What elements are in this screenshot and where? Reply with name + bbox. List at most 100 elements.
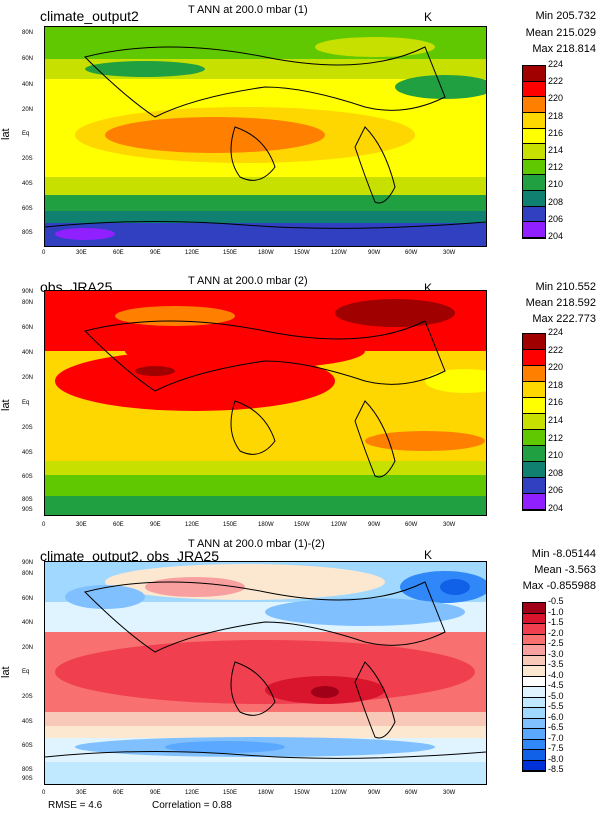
lon-tick: 180W bbox=[258, 522, 274, 528]
colorbar-label: 224 bbox=[548, 327, 564, 337]
lon-tick: 120W bbox=[331, 522, 347, 528]
colorbar-label: 214 bbox=[548, 415, 564, 425]
case-name: climate_output2, obs_JRA25 bbox=[40, 548, 219, 564]
colorbar-label: -8.0 bbox=[548, 753, 564, 764]
colorbar-swatch bbox=[523, 430, 545, 446]
colorbar-swatch bbox=[523, 462, 545, 478]
colorbar-swatch bbox=[523, 144, 545, 160]
y-axis-label: lat bbox=[0, 128, 12, 140]
temperature-difference-map bbox=[45, 562, 486, 784]
colorbar-swatch bbox=[523, 222, 545, 238]
colorbar-swatch bbox=[523, 159, 545, 176]
units-label: K bbox=[424, 281, 433, 295]
lat-tick: 80N bbox=[22, 571, 34, 577]
colorbar-label: 218 bbox=[548, 110, 564, 121]
min-label: Min 210.552 bbox=[535, 281, 596, 293]
colorbar-label: 222 bbox=[548, 76, 564, 87]
panel-observations: obs_JRA25 T ANN at 200.0 mbar (2) K Min … bbox=[0, 273, 606, 543]
colorbar-label: 204 bbox=[548, 503, 564, 513]
colorbar-swatch bbox=[523, 366, 545, 382]
colorbar-swatch bbox=[523, 676, 545, 687]
plot-title: T ANN at 200.0 mbar (1) bbox=[188, 4, 308, 16]
lon-tick: 60E bbox=[113, 250, 124, 256]
lat-tick: 90S bbox=[22, 776, 33, 782]
units-label: K bbox=[424, 10, 433, 24]
colorbar-label: -5.5 bbox=[548, 701, 564, 711]
units-label: K bbox=[424, 548, 433, 562]
min-label: Min -8.05144 bbox=[531, 548, 596, 560]
colorbar-swatch bbox=[523, 350, 545, 366]
colorbar-swatch bbox=[523, 398, 545, 414]
lat-tick: 60N bbox=[22, 56, 34, 62]
colorbar-swatch bbox=[523, 66, 545, 82]
mean-label: Mean -3.563 bbox=[534, 564, 596, 576]
colorbar-label: -4.0 bbox=[548, 669, 564, 680]
y-axis-label: lat bbox=[0, 666, 12, 678]
colorbar-swatch bbox=[523, 206, 545, 223]
lon-tick: 180W bbox=[258, 250, 274, 256]
colorbar-swatch bbox=[523, 634, 545, 645]
lat-tick: 20S bbox=[22, 425, 33, 431]
colorbar-swatch bbox=[523, 446, 545, 462]
colorbar-label: 208 bbox=[548, 196, 564, 207]
colorbar-label: 210 bbox=[548, 179, 564, 190]
map-area bbox=[44, 561, 487, 785]
y-axis-label: lat bbox=[0, 399, 12, 411]
colorbar-label: 212 bbox=[548, 162, 564, 173]
colorbar-swatch bbox=[523, 739, 545, 750]
colorbar-swatch bbox=[523, 128, 545, 145]
colorbar-swatch bbox=[523, 494, 545, 510]
lat-tick: 80N bbox=[22, 300, 34, 306]
colorbar-swatch bbox=[523, 760, 545, 771]
colorbar-swatch bbox=[523, 666, 545, 677]
colorbar-swatch bbox=[523, 613, 545, 624]
lat-tick: 40N bbox=[22, 82, 34, 88]
lon-tick: 0 bbox=[42, 790, 46, 796]
lon-tick: 60W bbox=[405, 522, 418, 528]
lon-tick: 90E bbox=[150, 790, 161, 796]
lon-tick: 150W bbox=[294, 790, 310, 796]
colorbar-label: -7.5 bbox=[548, 743, 564, 753]
case-name: climate_output2 bbox=[40, 8, 139, 24]
colorbar-label: 220 bbox=[548, 93, 564, 104]
lon-tick: 150W bbox=[294, 522, 310, 528]
colorbar-swatch bbox=[523, 750, 545, 761]
colorbar-label: -5.0 bbox=[548, 690, 564, 701]
correlation-label: Correlation = 0.88 bbox=[152, 800, 232, 811]
lon-tick: 120E bbox=[185, 250, 200, 256]
rmse-label: RMSE = 4.6 bbox=[48, 800, 103, 811]
colorbar-label: -1.0 bbox=[548, 606, 564, 617]
lat-tick: 20N bbox=[22, 107, 34, 113]
colorbar-swatch bbox=[523, 334, 545, 350]
lon-tick: 150E bbox=[223, 790, 238, 796]
lat-tick: 80S bbox=[22, 767, 33, 773]
lat-tick: 60S bbox=[22, 474, 33, 480]
lon-tick: 60W bbox=[405, 790, 418, 796]
colorbar-label: 206 bbox=[548, 213, 564, 224]
lat-tick: 40S bbox=[22, 181, 33, 187]
temperature-field-map bbox=[45, 291, 486, 515]
lon-tick: 150E bbox=[223, 522, 238, 528]
max-label: Max -0.855988 bbox=[522, 580, 596, 592]
lat-tick: 20S bbox=[22, 156, 33, 162]
colorbar-swatch bbox=[523, 697, 545, 708]
colorbar-label: 220 bbox=[548, 362, 564, 373]
lat-tick: 40S bbox=[22, 450, 33, 456]
colorbar-label: -6.0 bbox=[548, 711, 564, 722]
lon-tick: 90W bbox=[368, 522, 381, 528]
lon-tick: 120E bbox=[185, 790, 200, 796]
lon-tick: 60W bbox=[405, 250, 418, 256]
colorbar bbox=[522, 65, 546, 239]
colorbar-label: 212 bbox=[548, 432, 564, 443]
lon-tick: 90W bbox=[368, 790, 381, 796]
colorbar-label: 224 bbox=[548, 59, 564, 69]
lat-tick: 60S bbox=[22, 743, 33, 749]
lon-tick: 150W bbox=[294, 250, 310, 256]
colorbar-label: 204 bbox=[548, 231, 564, 241]
colorbar-label: 222 bbox=[548, 344, 564, 355]
lat-tick: 80S bbox=[22, 497, 33, 503]
colorbar-label: -4.5 bbox=[548, 680, 564, 690]
map-area bbox=[44, 26, 487, 247]
plot-title: T ANN at 200.0 mbar (2) bbox=[188, 275, 308, 287]
lon-tick: 30E bbox=[76, 250, 87, 256]
